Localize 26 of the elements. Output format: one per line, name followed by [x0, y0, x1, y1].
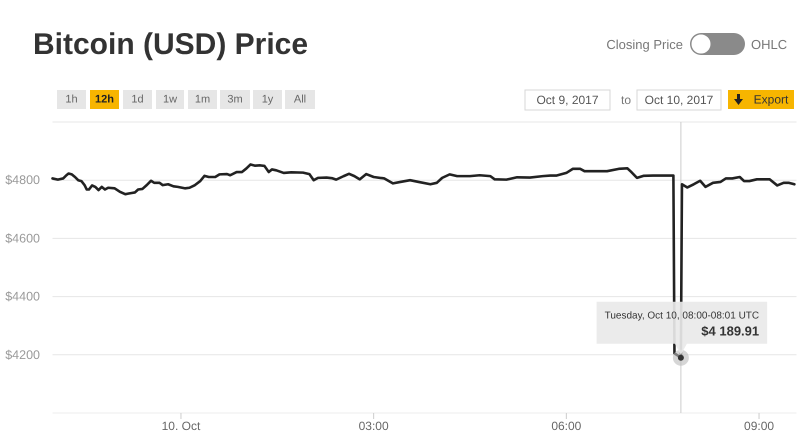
export-button: Export — [728, 90, 794, 109]
x-tick-label: 03:00 — [358, 419, 389, 433]
tooltip: Tuesday, Oct 10, 08:00-08:01 UTC $4 189.91 — [596, 302, 768, 355]
x-tick-label: 09:00 — [744, 419, 774, 433]
range-button: 1w — [156, 90, 184, 109]
range-button: 1y — [253, 90, 282, 109]
x-tick-label: 06:00 — [551, 419, 582, 433]
date-field: Oct 9, 2017 — [524, 90, 610, 110]
y-tick-label: $4800 — [5, 173, 40, 188]
y-tick-label: $4200 — [5, 348, 40, 362]
chart-title: Bitcoin (USD) Price — [33, 28, 308, 60]
annotation: $4 189.91 — [701, 323, 760, 338]
x-tick-label: 10. Oct — [162, 419, 201, 433]
range-button: 1h — [57, 90, 86, 109]
annotation: Tuesday, Oct 10, 08:00-08:01 UTC — [604, 310, 760, 322]
range-button: 1m — [188, 90, 217, 109]
range-button: 12h — [90, 90, 119, 109]
text: to — [620, 93, 632, 107]
text: OHLC — [751, 36, 788, 52]
y-tick-label: $4400 — [5, 290, 40, 304]
date-field: Oct 10, 2017 — [636, 90, 722, 110]
range-button: All — [285, 90, 315, 109]
range-button: 3m — [220, 90, 250, 109]
text: Closing Price — [606, 36, 683, 52]
range-button: 1d — [123, 90, 152, 109]
y-tick-label: $4600 — [5, 231, 40, 246]
